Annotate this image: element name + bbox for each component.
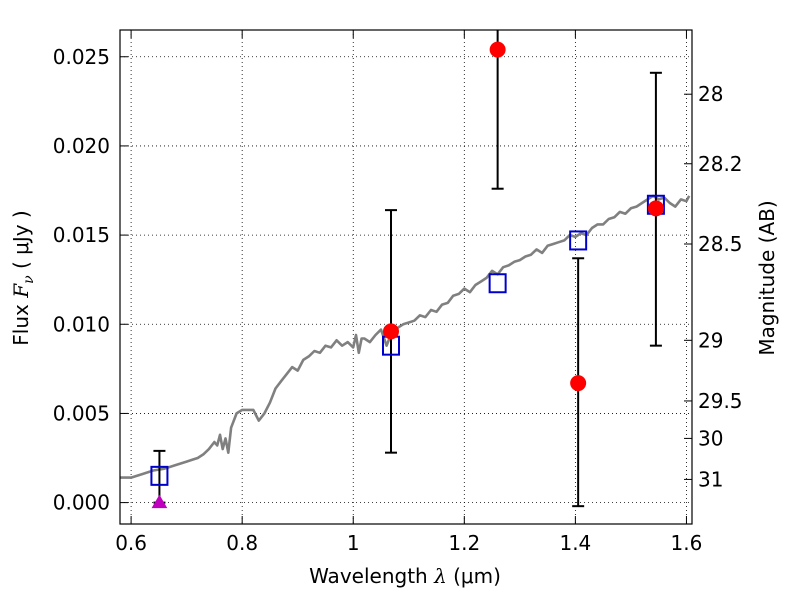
grid-lines: [120, 30, 692, 524]
y2-tick-label: 30: [698, 426, 723, 450]
y-tick-label: 0.025: [53, 45, 110, 69]
observed-flux-point: [570, 375, 587, 392]
y2-tick-label: 29.5: [698, 389, 743, 413]
synthetic-photometry-square: [150, 465, 169, 486]
observed-flux-point: [489, 41, 506, 58]
y-axis-label-unit: ( μJy ): [9, 210, 33, 275]
x-axis-label: Wavelength λ (μm): [309, 564, 501, 588]
x-axis-label-text: Wavelength: [309, 564, 434, 588]
x-tick-label: 1.6: [671, 531, 703, 555]
model-spectrum-line: [120, 194, 691, 479]
axis-ticks: 0.6 0.8 1 1.2 1.4 1.6 0.000 0.005 0.010 0.015 0.02…: [53, 30, 743, 555]
y-axis-label-subscript: ν: [21, 275, 37, 284]
x-tick-label: 0.8: [226, 531, 258, 555]
y2-axis-label: Magnitude (AB): [755, 200, 779, 355]
synthetic-photometry-square: [569, 230, 588, 251]
observed-flux-point: [647, 200, 664, 217]
y-axis-label-text: Flux: [9, 298, 33, 346]
y-tick-label: 0.000: [53, 491, 110, 515]
observed-flux-point: [383, 323, 400, 340]
y2-tick-label: 28.2: [698, 152, 743, 176]
y2-tick-label: 31: [698, 467, 723, 491]
y-tick-label: 0.010: [53, 312, 110, 336]
y-tick-label: 0.005: [53, 401, 110, 425]
plot-frame: [119, 29, 693, 525]
x-axis-label-unit: (μm): [447, 564, 501, 588]
y-axis-label: Flux Fν ( μJy ): [9, 210, 37, 345]
plot-area: [120, 30, 691, 509]
y2-tick-label: 29: [698, 328, 723, 352]
x-axis-label-symbol: λ: [433, 564, 447, 588]
y-tick-label: 0.020: [53, 134, 110, 158]
upper-limit-triangle: [151, 494, 168, 509]
y2-tick-label: 28: [698, 82, 723, 106]
y2-tick-label: 28.5: [698, 232, 743, 256]
x-tick-label: 1.4: [559, 531, 591, 555]
y-tick-label: 0.015: [53, 223, 110, 247]
x-tick-label: 0.6: [115, 531, 147, 555]
y-axis-label-symbol: F: [9, 283, 33, 299]
x-tick-label: 1: [347, 531, 360, 555]
synthetic-photometry-square: [488, 273, 507, 294]
x-tick-label: 1.2: [448, 531, 480, 555]
